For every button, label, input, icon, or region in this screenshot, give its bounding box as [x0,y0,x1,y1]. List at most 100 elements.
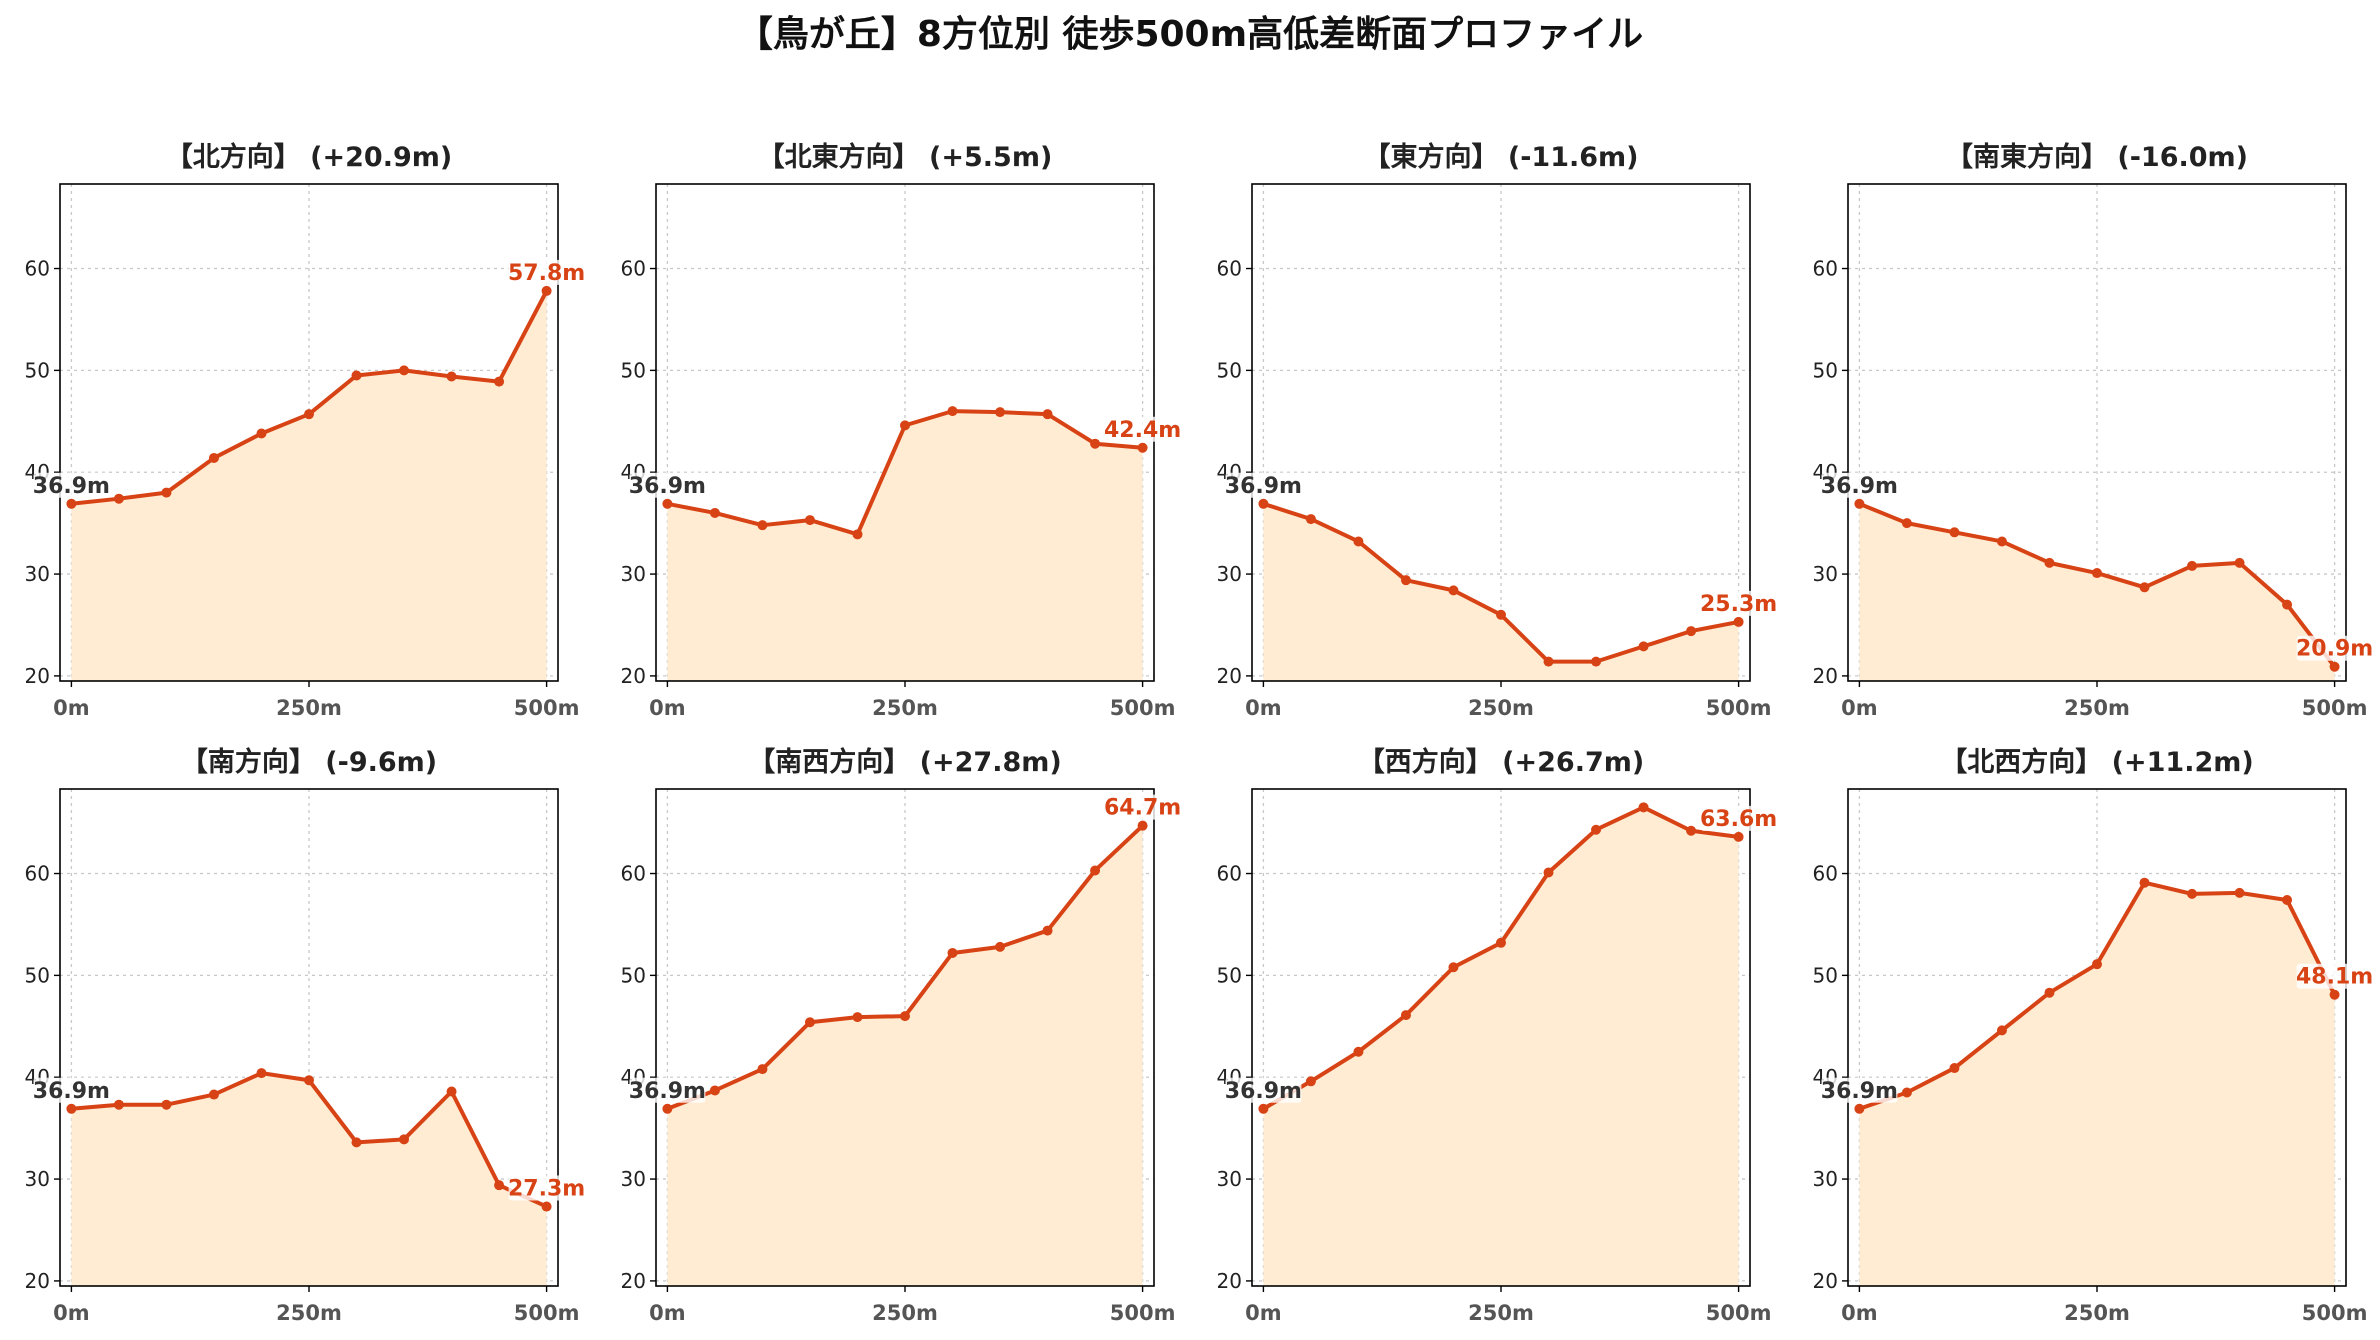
elevation-point [2092,959,2102,970]
elevation-point [66,1103,77,1114]
elevation-point [995,941,1006,952]
y-tick-label: 30 [621,562,646,586]
elevation-point [2187,560,2198,571]
panel-title: 【北方向】 (+20.9m) [166,141,452,173]
elevation-point [947,947,958,958]
y-tick-label: 60 [1217,257,1242,281]
end-label-bg [1700,805,1777,831]
elevation-point [1996,1025,2007,1036]
y-tick-label: 50 [1813,358,1838,382]
start-label-bg [1821,472,1898,498]
x-tick-label: 500m [514,696,580,720]
elevation-point [1996,536,2007,547]
elevation-area [1263,807,1739,1286]
y-tick-label: 30 [1217,562,1242,586]
elevation-point [2044,557,2055,568]
elevation-point [804,515,815,526]
elevation-point [351,370,362,381]
elevation-point [66,498,77,509]
elevation-point [1258,1103,1269,1114]
elevation-point [446,371,457,382]
y-tick-label: 50 [621,963,646,987]
y-tick-label: 60 [25,862,50,886]
x-tick-label: 250m [276,1301,342,1325]
elevation-point [2282,895,2293,906]
elevation-point [1543,656,1554,667]
start-label-bg [1821,1077,1898,1103]
elevation-point [399,365,410,376]
end-elevation-label: 63.6m [1700,807,1777,832]
elevation-point [1353,536,1364,547]
elevation-point [304,409,314,420]
start-label-bg [1225,1077,1302,1103]
elevation-point [541,1201,552,1212]
elevation-point [1448,585,1459,596]
elevation-point [947,406,958,417]
elevation-point [161,487,172,498]
figure-title: 【鳥が丘】8方位別 徒歩500m高低差断面プロファイル [737,14,1643,55]
x-tick-label: 0m [649,696,686,720]
elevation-point [2092,568,2102,579]
y-tick-label: 30 [25,562,50,586]
end-label-bg [1104,416,1181,442]
end-elevation-label: 25.3m [1700,592,1777,617]
elevation-point [1949,527,1960,538]
elevation-point [900,420,910,431]
end-elevation-label: 57.8m [508,261,585,286]
elevation-point [1733,616,1744,627]
elevation-point [709,1085,720,1096]
axes-frame [1847,788,2347,1287]
start-label-bg [629,472,706,498]
x-tick-label: 0m [53,1301,90,1325]
elevation-area [667,411,1143,681]
y-tick-label: 30 [1813,562,1838,586]
elevation-point [1949,1063,1960,1074]
elevation-point [351,1137,362,1148]
elevation-point [995,407,1006,418]
x-tick-label: 250m [872,696,938,720]
end-label-bg [508,259,585,285]
axes-frame [59,788,559,1287]
x-tick-label: 250m [872,1301,938,1325]
x-tick-label: 500m [2302,696,2368,720]
elevation-point [256,1068,267,1079]
y-tick-label: 20 [1813,664,1838,688]
elevation-point [2234,887,2245,898]
x-tick-label: 0m [1841,1301,1878,1325]
x-tick-label: 0m [649,1301,686,1325]
elevation-point [757,1064,768,1075]
elevation-point [1543,867,1554,878]
y-tick-label: 50 [25,358,50,382]
elevation-area [71,1073,547,1286]
elevation-point [1137,442,1148,453]
x-tick-label: 500m [1706,1301,1772,1325]
elevation-point [1686,626,1697,637]
end-elevation-label: 42.4m [1104,418,1181,443]
axes-frame [1847,183,2347,682]
x-tick-label: 0m [1841,696,1878,720]
y-tick-label: 20 [1813,1269,1838,1293]
elevation-point [2282,599,2293,610]
y-tick-label: 20 [25,664,50,688]
elevation-point [113,1099,124,1110]
elevation-point [2044,987,2055,998]
elevation-point [1305,1076,1316,1087]
elevation-point [1305,514,1316,525]
elevation-point [1400,575,1411,586]
start-label-bg [33,472,110,498]
elevation-point [2329,989,2340,1000]
elevation-area [1859,503,2335,681]
x-tick-label: 250m [1468,696,1534,720]
x-tick-label: 0m [1245,696,1282,720]
x-tick-label: 250m [2064,1301,2130,1325]
start-label-bg [33,1077,110,1103]
elevation-point [1258,498,1269,509]
x-tick-label: 250m [1468,1301,1534,1325]
